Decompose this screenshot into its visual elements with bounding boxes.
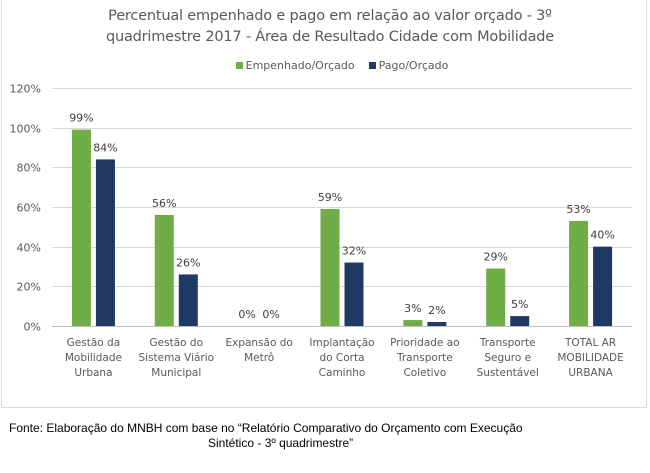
x-tick-label-line: Caminho	[319, 367, 366, 379]
bar-empenhado	[403, 320, 423, 326]
source-line-2: Sintético - 3º quadrimestre”	[208, 436, 354, 450]
source-note: Fonte: Elaboração do MNBH com base no “R…	[0, 421, 650, 451]
x-tick-label-line: do Corta	[319, 352, 364, 364]
y-tick-label: 60%	[17, 202, 41, 215]
x-tick-label-line: Gestão do	[150, 337, 203, 349]
x-tick-label-line: Municipal	[151, 367, 201, 379]
y-tick-label: 100%	[10, 123, 41, 136]
data-label-empenhado: 53%	[566, 203, 590, 216]
y-tick-label: 40%	[17, 242, 41, 255]
legend-item-pago: Pago/Orçado	[368, 59, 449, 72]
x-tick-label: Prioridade ao Transporte Coletivo	[390, 337, 459, 379]
data-label-empenhado: 0%	[238, 308, 255, 321]
x-tick-label: Transporte Seguro e Sustentável	[477, 337, 539, 379]
bar-pago	[344, 262, 364, 326]
data-label-pago: 2%	[428, 304, 445, 317]
data-label-pago: 0%	[262, 308, 279, 321]
legend-label-pago: Pago/Orçado	[378, 59, 449, 72]
bar-empenhado	[320, 208, 340, 326]
bar-empenhado	[569, 220, 589, 326]
legend-item-empenhado: Empenhado/Orçado	[235, 59, 355, 72]
y-tick-label: 120%	[10, 83, 41, 96]
bar-pago	[178, 274, 198, 326]
x-tick-label: Gestão do Sistema Viário Municipal	[138, 337, 214, 379]
chart-title-line-2: quadrimestre 2017 - Área de Resultado Ci…	[105, 29, 554, 45]
x-tick-label-line: Urbana	[74, 367, 112, 379]
x-tick-label: Gestão da Mobilidade Urbana	[65, 337, 122, 379]
chart-title-line-1: Percentual empenhado e pago em relação a…	[108, 8, 552, 24]
data-label-empenhado: 3%	[404, 302, 421, 315]
x-tick-label-line: Metrô	[244, 352, 274, 364]
bar-empenhado	[154, 214, 174, 326]
bar-empenhado	[486, 268, 506, 326]
chart-title: Percentual empenhado e pago em relação a…	[80, 6, 580, 48]
x-tick-label-line: Coletivo	[403, 367, 446, 379]
bar-chart-plot: 0% 20% 40% 60% 80% 100% 120% 99% 84% Gestão da Mob…	[10, 83, 632, 379]
x-tick-label-line: Mobilidade	[65, 352, 122, 364]
x-tick-label: Expansão do Metrô	[225, 337, 292, 364]
data-label-pago: 32%	[342, 245, 366, 258]
bar-empenhado	[71, 129, 91, 326]
bar-pago	[510, 316, 530, 326]
x-tick-label-line: MOBILIDADE	[557, 352, 623, 364]
source-line-1: Fonte: Elaboração do MNBH com base no “R…	[9, 421, 523, 435]
data-label-empenhado: 59%	[318, 191, 342, 204]
x-tick-label-line: Sustentável	[477, 367, 539, 379]
legend-swatch-pago	[368, 62, 376, 69]
x-tick-label-line: Expansão do	[225, 337, 292, 349]
y-tick-label: 20%	[17, 281, 41, 294]
y-tick-label: 80%	[17, 162, 41, 175]
x-tick-label-line: Sistema Viário	[138, 352, 214, 364]
bar-pago	[427, 322, 447, 326]
legend-swatch-empenhado	[235, 62, 243, 69]
bar-pago	[95, 159, 115, 326]
x-tick-label-line: URBANA	[568, 367, 613, 379]
x-tick-label: Implantação do Corta Caminho	[309, 337, 374, 379]
chart-legend: Empenhado/Orçado Pago/Orçado	[0, 59, 650, 72]
x-tick-label-line: Prioridade ao	[390, 337, 459, 349]
data-label-empenhado: 99%	[69, 112, 93, 125]
bar-pago	[593, 246, 613, 326]
x-tick-label-line: TOTAL AR	[564, 337, 616, 349]
legend-label-empenhado: Empenhado/Orçado	[245, 59, 355, 72]
x-tick-label-line: Transporte	[396, 352, 453, 364]
data-label-empenhado: 29%	[483, 250, 507, 263]
data-label-pago: 26%	[176, 256, 200, 269]
x-tick-label-line: Transporte	[479, 337, 536, 349]
data-label-pago: 84%	[93, 141, 117, 154]
x-tick-label-line: Implantação	[309, 337, 374, 349]
x-tick-label-line: Seguro e	[484, 352, 531, 364]
x-tick-label-line: Gestão da	[67, 337, 120, 349]
y-tick-label: 0%	[24, 321, 41, 334]
data-label-empenhado: 56%	[152, 197, 176, 210]
x-tick-label: TOTAL AR MOBILIDADE URBANA	[557, 337, 623, 379]
data-label-pago: 5%	[511, 298, 528, 311]
data-label-pago: 40%	[590, 229, 614, 242]
